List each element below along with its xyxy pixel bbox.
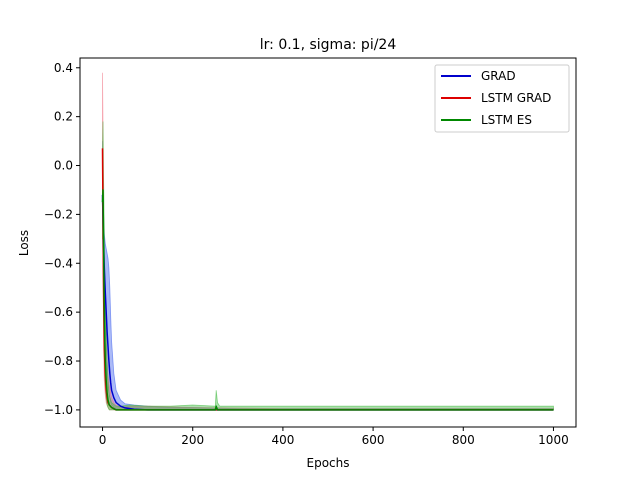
y-tick-label: 0.0	[54, 159, 73, 173]
lstm-es-band	[102, 121, 554, 411]
y-axis-ticks: 0.4 0.2 0.0 −0.2 −0.4 −0.6 −0.8 −1.0	[44, 61, 80, 417]
legend-box	[434, 64, 570, 133]
y-tick-label: 0.2	[54, 110, 73, 124]
x-tick-label: 800	[452, 433, 475, 447]
y-tick-label: −0.8	[44, 354, 73, 368]
series-lines	[101, 148, 554, 411]
chart-title: lr: 0.1, sigma: pi/24	[260, 37, 397, 53]
legend-label-grad: GRAD	[481, 69, 516, 83]
x-tick-label: 1000	[538, 433, 569, 447]
lstm-es-line	[101, 189, 554, 411]
plot-frame	[79, 57, 577, 428]
y-tick-label: 0.4	[54, 61, 73, 75]
x-tick-label: 400	[271, 433, 294, 447]
y-axis-label: Loss	[17, 230, 31, 256]
x-axis-label: Epochs	[307, 456, 350, 470]
y-tick-label: −0.4	[44, 256, 73, 270]
y-tick-label: −1.0	[44, 403, 73, 417]
lstm-grad-line	[101, 148, 554, 411]
x-axis-ticks: 0 200 400 600 800 1000	[99, 427, 569, 447]
legend-label-lstm-grad: LSTM GRAD	[481, 91, 551, 105]
legend: GRAD LSTM GRAD LSTM ES	[434, 64, 570, 133]
x-tick-label: 200	[181, 433, 204, 447]
grad-band	[102, 141, 554, 411]
y-tick-label: −0.2	[44, 207, 73, 221]
grad-line	[101, 194, 554, 411]
y-tick-label: −0.6	[44, 305, 73, 319]
legend-label-lstm-es: LSTM ES	[481, 113, 532, 127]
x-tick-label: 600	[362, 433, 385, 447]
x-tick-label: 0	[99, 433, 107, 447]
